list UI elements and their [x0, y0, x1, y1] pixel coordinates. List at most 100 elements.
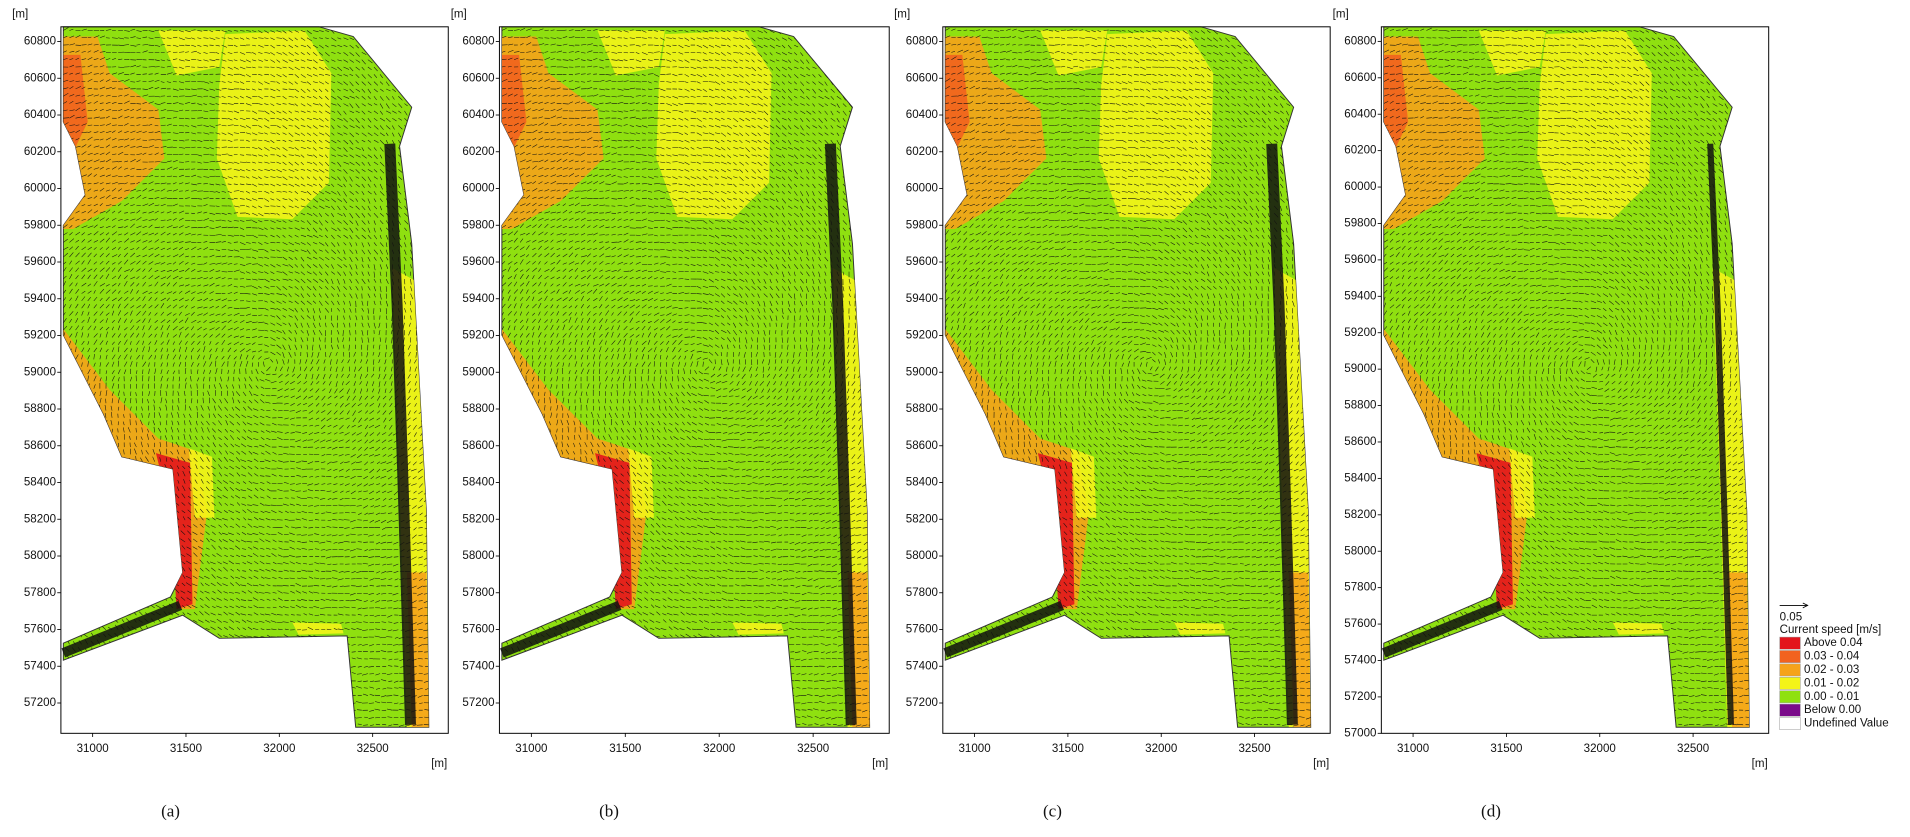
- x-axis-label: [m]: [1313, 758, 1329, 770]
- legend-label: Undefined Value: [1804, 718, 1889, 730]
- y-tick-label: 58000: [906, 550, 938, 562]
- y-tick-label: 57800: [1344, 582, 1376, 594]
- speed-region: [292, 622, 343, 634]
- y-tick-label: 59400: [906, 293, 938, 305]
- y-tick-label: 58400: [24, 477, 56, 489]
- legend-label: 0.01 - 0.02: [1804, 677, 1859, 689]
- panel-label: (a): [161, 801, 180, 820]
- y-tick-label: 59200: [906, 330, 938, 342]
- speed-region: [1174, 622, 1225, 634]
- legend-swatch: [1780, 704, 1801, 716]
- y-tick-label: 59600: [906, 256, 938, 268]
- y-tick-label: 58200: [24, 513, 56, 525]
- y-tick-label: 60400: [1344, 108, 1376, 120]
- x-axis-label: [m]: [1752, 758, 1768, 770]
- speed-region: [1099, 30, 1214, 219]
- y-tick-label: 60600: [1344, 72, 1376, 84]
- y-tick-label: 59600: [1344, 254, 1376, 266]
- y-tick-label: 60400: [24, 109, 56, 121]
- legend-label: 0.03 - 0.04: [1804, 651, 1860, 663]
- y-tick-label: 57000: [1344, 727, 1376, 739]
- figure: 57200 57400 57600 57800 58000 58200 58400 58600…: [0, 0, 1910, 832]
- y-tick-label: 60200: [24, 146, 56, 158]
- y-tick-label: 60600: [24, 72, 56, 84]
- y-axis-label: [m]: [451, 9, 467, 21]
- y-tick-label: 58400: [906, 477, 938, 489]
- y-tick-label: 59000: [906, 366, 938, 378]
- legend-swatch: [1780, 691, 1801, 703]
- pipe-vectors: [63, 605, 180, 653]
- y-tick-label: 60400: [462, 109, 494, 121]
- pipe-vectors: [945, 605, 1062, 653]
- legend-title: Current speed [m/s]: [1780, 624, 1882, 636]
- x-tick-label: 31500: [170, 743, 202, 755]
- y-tick-label: 57600: [1344, 618, 1376, 630]
- y-tick-label: 58400: [1344, 472, 1376, 484]
- y-tick-label: 59000: [462, 366, 494, 378]
- legend-swatch: [1780, 717, 1801, 729]
- x-tick-label: 32000: [1145, 743, 1177, 755]
- speed-region: [732, 622, 783, 634]
- y-tick-label: 58600: [24, 440, 56, 452]
- x-axis-label: [m]: [872, 758, 888, 770]
- y-axis-label: [m]: [1333, 9, 1349, 21]
- panel-label: (b): [599, 801, 619, 820]
- y-tick-label: 60800: [1344, 35, 1376, 47]
- y-tick-label: 60000: [906, 183, 938, 195]
- y-tick-label: 58400: [462, 477, 494, 489]
- y-tick-label: 57800: [906, 587, 938, 599]
- y-tick-label: 58000: [24, 550, 56, 562]
- speed-region: [1613, 622, 1664, 634]
- y-tick-label: 58000: [1344, 545, 1376, 557]
- y-tick-label: 60000: [24, 183, 56, 195]
- legend-swatch: [1780, 637, 1801, 649]
- y-tick-label: 59400: [1344, 290, 1376, 302]
- y-tick-label: 57200: [1344, 691, 1376, 703]
- y-tick-label: 60200: [1344, 145, 1376, 157]
- y-tick-label: 58200: [906, 513, 938, 525]
- y-tick-label: 59200: [462, 330, 494, 342]
- y-tick-label: 58600: [1344, 436, 1376, 448]
- y-tick-label: 59800: [1344, 218, 1376, 230]
- map-panel: 5720057400576005780058000582005840058600…: [894, 9, 1333, 821]
- y-tick-label: 60600: [906, 72, 938, 84]
- legend-swatch: [1780, 650, 1801, 662]
- legend-label: 0.00 - 0.01: [1804, 691, 1859, 703]
- y-tick-label: 57600: [24, 624, 56, 636]
- y-tick-label: 58800: [462, 403, 494, 415]
- x-tick-label: 31000: [1397, 743, 1429, 755]
- x-tick-label: 32500: [797, 743, 829, 755]
- x-tick-label: 32000: [703, 743, 735, 755]
- y-tick-label: 58800: [1344, 400, 1376, 412]
- pipe-vectors: [502, 605, 620, 653]
- y-tick-label: 60000: [462, 183, 494, 195]
- x-tick-label: 31000: [958, 743, 990, 755]
- speed-region: [1476, 453, 1513, 609]
- y-tick-label: 57800: [24, 587, 56, 599]
- y-tick-label: 60200: [462, 146, 494, 158]
- y-axis-label: [m]: [894, 9, 910, 21]
- speed-region: [156, 453, 193, 609]
- x-tick-label: 31500: [1490, 743, 1522, 755]
- speed-region: [1038, 453, 1075, 609]
- y-tick-label: 60800: [24, 36, 56, 48]
- y-tick-label: 57600: [906, 624, 938, 636]
- y-tick-label: 59400: [462, 293, 494, 305]
- y-tick-label: 58200: [1344, 509, 1376, 521]
- map-panel: 5700057200574005760057800580005820058400…: [1333, 9, 1772, 821]
- y-tick-label: 59800: [906, 219, 938, 231]
- y-axis-label: [m]: [12, 9, 28, 21]
- vector-scale-label: 0.05: [1780, 612, 1803, 624]
- y-tick-label: 58600: [906, 440, 938, 452]
- y-tick-label: 59800: [462, 219, 494, 231]
- y-tick-label: 59000: [1344, 363, 1376, 375]
- y-tick-label: 60200: [906, 146, 938, 158]
- map-panel: 5720057400576005780058000582005840058600…: [12, 9, 451, 821]
- y-tick-label: 57400: [462, 660, 494, 672]
- legend-swatch: [1780, 677, 1801, 689]
- panel-label: (c): [1043, 801, 1062, 820]
- x-tick-label: 32000: [263, 743, 295, 755]
- y-tick-label: 57200: [906, 697, 938, 709]
- y-tick-label: 60000: [1344, 181, 1376, 193]
